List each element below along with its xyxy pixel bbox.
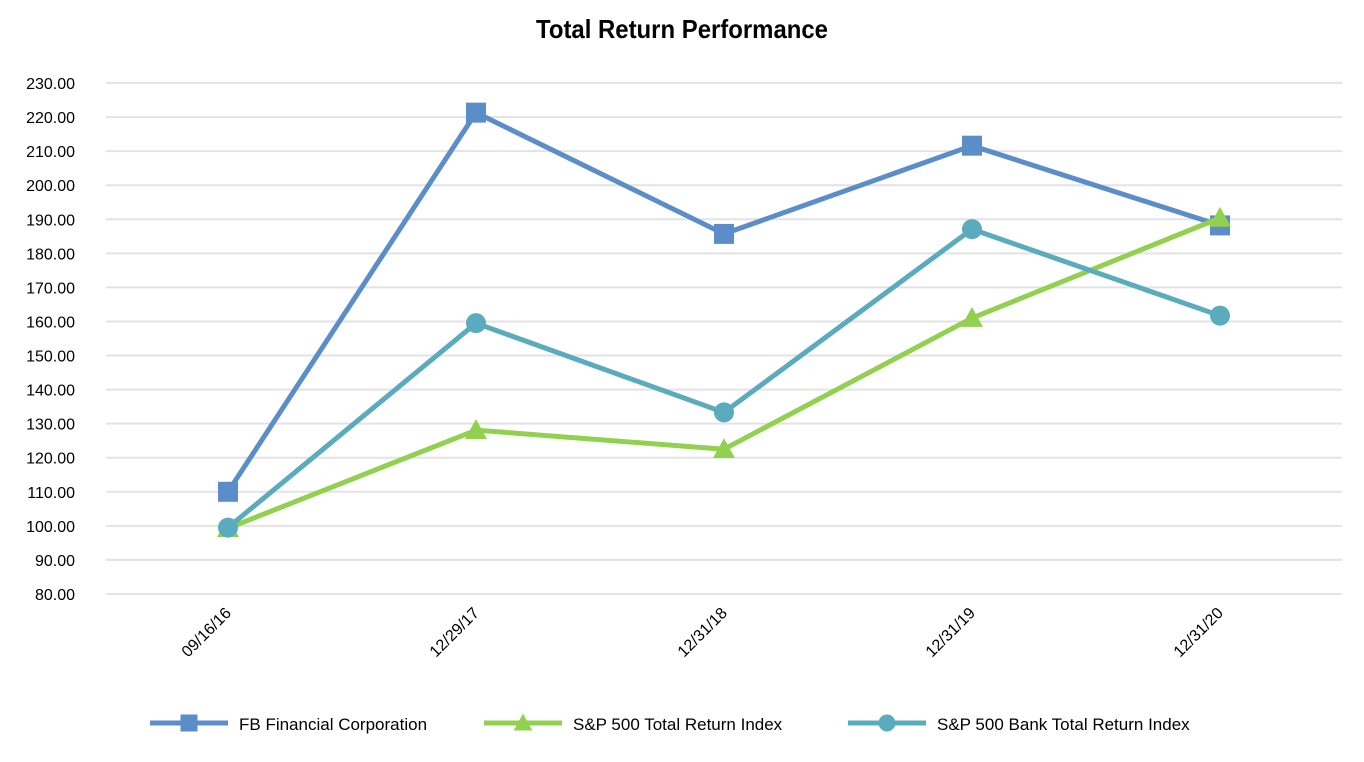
y-tick-label: 170.00 <box>26 280 75 297</box>
data-point <box>513 713 533 731</box>
data-point <box>1209 206 1231 227</box>
data-point <box>878 714 896 732</box>
y-tick-label: 210.00 <box>26 144 75 161</box>
y-tick-label: 110.00 <box>27 485 75 502</box>
gridlines <box>106 82 1342 595</box>
y-tick-label: 190.00 <box>26 212 75 229</box>
legend-item: FB Financial Corporation <box>150 714 427 734</box>
y-tick-label: 200.00 <box>26 178 75 195</box>
x-tick-label: 09/16/16 <box>179 605 235 661</box>
data-point <box>713 438 735 459</box>
legend: FB Financial Corporation S&P 500 Total Re… <box>150 713 1190 734</box>
legend-label: S&P 500 Bank Total Return Index <box>937 715 1190 734</box>
data-point <box>218 481 238 502</box>
y-tick-label: 220.00 <box>26 110 75 127</box>
series-1 <box>218 102 1230 502</box>
series-line <box>225 110 1221 494</box>
data-point <box>714 402 734 423</box>
legend-item: S&P 500 Total Return Index <box>484 713 783 734</box>
data-point <box>1210 305 1230 326</box>
data-point <box>962 219 982 240</box>
x-tick-label: 12/31/18 <box>675 605 731 661</box>
y-tick-label: 150.00 <box>26 349 75 366</box>
data-point <box>714 223 734 244</box>
y-tick-label: 140.00 <box>26 383 75 400</box>
x-tick-label: 12/31/19 <box>923 605 979 661</box>
series-3 <box>218 219 1230 538</box>
data-point <box>180 714 198 732</box>
y-tick-label: 160.00 <box>26 314 75 331</box>
data-point <box>466 313 486 334</box>
series-line <box>226 226 1221 530</box>
y-axis: 80.00 90.00 100.00 110.00 120.00 130.00 140.00… <box>26 76 75 604</box>
x-tick-label: 12/29/17 <box>427 605 483 661</box>
data-point <box>962 135 982 156</box>
y-tick-label: 80.00 <box>35 587 75 604</box>
data-point <box>465 419 487 439</box>
y-tick-label: 230.00 <box>26 76 75 93</box>
legend-label: S&P 500 Total Return Index <box>573 715 783 734</box>
series-lines <box>217 102 1231 538</box>
series-2 <box>217 206 1231 538</box>
chart-title: Total Return Performance <box>536 14 828 44</box>
legend-label: FB Financial Corporation <box>239 715 427 734</box>
legend-item: S&P 500 Bank Total Return Index <box>848 714 1190 734</box>
y-tick-label: 120.00 <box>26 451 75 468</box>
x-tick-label: 12/31/20 <box>1171 605 1227 661</box>
y-tick-label: 100.00 <box>26 519 75 536</box>
x-axis: 09/16/16 12/29/17 12/31/18 12/31/19 12/31/20 <box>179 605 1227 661</box>
data-point <box>961 307 983 327</box>
y-tick-label: 90.00 <box>35 553 75 570</box>
data-point <box>466 102 486 123</box>
data-point <box>218 517 238 538</box>
y-tick-label: 130.00 <box>26 417 75 434</box>
y-tick-label: 180.00 <box>26 246 75 263</box>
